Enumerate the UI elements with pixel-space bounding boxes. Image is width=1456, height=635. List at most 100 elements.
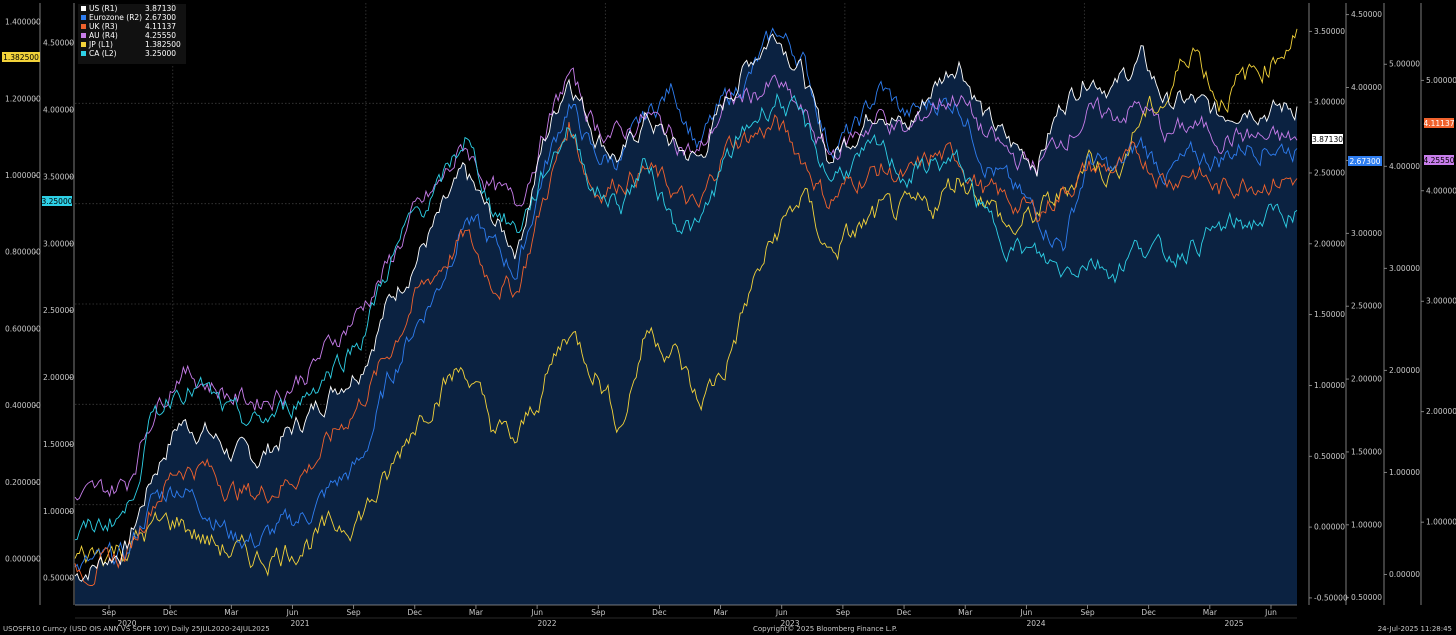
value-tag-label: 4.25550 — [1423, 156, 1454, 165]
axis-tick-label-r2: 3.50000 — [1314, 27, 1345, 36]
axis-tick-label-l2: 0.50000 — [43, 574, 74, 583]
axis-tick-label-r4: 1.00000 — [1389, 468, 1420, 477]
x-tick-label: Sep — [102, 608, 116, 617]
value-tag-label: 3.25000 — [41, 197, 72, 206]
x-year-label: 2025 — [1224, 619, 1243, 628]
axis-tick-label-r4: 5.00000 — [1389, 60, 1420, 69]
legend-swatch — [81, 42, 86, 47]
axis-tick-label-l1: 1.000000 — [5, 171, 41, 180]
axis-tick-label-r4: 3.00000 — [1389, 264, 1420, 273]
axis-tick-label-l1: 0.800000 — [5, 248, 41, 257]
axis-tick-label-l1: 1.200000 — [5, 94, 41, 103]
value-tag-box — [1424, 118, 1454, 128]
value-tag-box — [1348, 156, 1382, 166]
x-tick-label: Mar — [224, 608, 239, 617]
legend-value: 3.25000 — [145, 49, 176, 58]
value-tag-box — [42, 196, 72, 206]
x-tick-label: Mar — [958, 608, 973, 617]
x-tick-label: Sep — [347, 608, 361, 617]
x-tick-label: Jun — [286, 608, 299, 617]
footer-title: USOSFR10 Curncy (USD OIS ANN VS SOFR 10Y… — [3, 625, 270, 633]
axis-tick-label-r2: 2.00000 — [1314, 239, 1345, 248]
axis-tick-label-r2: 1.50000 — [1314, 310, 1345, 319]
x-tick-label: Dec — [163, 608, 178, 617]
axis-tick-label-r2: 1.00000 — [1314, 381, 1345, 390]
x-tick-label: Jun — [1264, 608, 1277, 617]
axis-tick-label-r4: 4.00000 — [1389, 162, 1420, 171]
axis-tick-label-r2: 0.50000 — [1314, 452, 1345, 461]
axis-tick-label-r3: 2.00000 — [1426, 407, 1456, 416]
x-tick-label: Dec — [652, 608, 667, 617]
legend-swatch — [81, 15, 86, 20]
area-us — [75, 34, 1297, 606]
value-tags: 1.382500 3.25000 3.87130 2.67300 4.11137 4.25… — [2, 52, 1455, 206]
x-year-label: 2024 — [1026, 619, 1045, 628]
legend-swatch — [81, 24, 86, 29]
value-tag-us: 3.87130 — [1312, 134, 1343, 144]
value-tag-box — [1312, 134, 1343, 144]
value-tag-label: 3.87130 — [1312, 135, 1343, 144]
axis-tick-label-r1: 0.50000 — [1351, 593, 1382, 602]
axis-tick-label-l2: 3.00000 — [43, 239, 74, 248]
footer-copyright: Copyright© 2025 Bloomberg Finance L.P. — [753, 625, 897, 633]
axis-tick-label-r3: 5.00000 — [1426, 76, 1456, 85]
line-au — [74, 67, 1298, 501]
x-tick-label: Dec — [1141, 608, 1156, 617]
axis-tick-label-l2: 2.00000 — [43, 373, 74, 382]
legend-name: UK (R3) — [89, 22, 118, 31]
axis-tick-label-r2: 3.00000 — [1314, 98, 1345, 107]
area-fills — [75, 34, 1297, 606]
legend-swatch — [81, 33, 86, 38]
x-year-label: 2022 — [537, 619, 556, 628]
axis-tick-label-r2: 2.50000 — [1314, 168, 1345, 177]
line-eurozone — [74, 27, 1298, 573]
x-year-label: 2020 — [117, 619, 136, 628]
legend-swatch — [81, 6, 86, 11]
axis-tick-label-r2: 0.00000 — [1314, 523, 1345, 532]
axis-tick-label-l2: 3.50000 — [43, 172, 74, 181]
legend-value: 2.67300 — [145, 13, 176, 22]
value-tag-uk: 4.11137 — [1423, 118, 1455, 128]
axis-tick-label-r1: 2.00000 — [1351, 375, 1382, 384]
legend-name: AU (R4) — [89, 31, 118, 40]
x-tick-label: Jun — [530, 608, 543, 617]
value-tag-box — [1424, 155, 1454, 165]
x-tick-label: Mar — [1203, 608, 1218, 617]
x-tick-label: Sep — [1080, 608, 1094, 617]
x-tick-label: Sep — [591, 608, 605, 617]
legend-name: JP (L1) — [88, 40, 113, 49]
series-lines — [74, 27, 1298, 586]
axis-tick-label-r4: 2.00000 — [1389, 366, 1420, 375]
axis-tick-label-l2: 1.00000 — [43, 507, 74, 516]
axis-tick-label-r4: 0.00000 — [1389, 570, 1420, 579]
x-tick-label: Jun — [1020, 608, 1033, 617]
x-tick-label: Jun — [775, 608, 788, 617]
x-year-label: 2023 — [780, 619, 799, 628]
axis-tick-label-l1: 1.400000 — [5, 18, 41, 27]
axis-tick-label-l1: 0.400000 — [5, 401, 41, 410]
axis-tick-label-r1: 3.00000 — [1351, 229, 1382, 238]
legend-swatch — [81, 51, 86, 56]
value-tag-ca: 3.25000 — [41, 196, 73, 206]
value-tag-eurozone: 2.67300 — [1348, 156, 1382, 166]
footer: USOSFR10 Curncy (USD OIS ANN VS SOFR 10Y… — [3, 625, 1452, 633]
x-tick-label: Mar — [469, 608, 484, 617]
axis-tick-label-r1: 4.50000 — [1351, 10, 1382, 19]
x-tick-label: Sep — [836, 608, 850, 617]
x-tick-label: Dec — [897, 608, 912, 617]
legend-name: US (R1) — [89, 4, 118, 13]
value-tag-label: 1.382500 — [3, 53, 39, 62]
axis-tick-label-r1: 2.50000 — [1351, 302, 1382, 311]
legend-name: CA (L2) — [89, 49, 117, 58]
value-tag-label: 2.67300 — [1349, 157, 1380, 166]
axis-tick-label-l2: 4.00000 — [43, 106, 74, 115]
axis-tick-label-l2: 1.50000 — [43, 440, 74, 449]
x-tick-label: Dec — [408, 608, 423, 617]
axis-tick-label-r1: 4.00000 — [1351, 83, 1382, 92]
line-uk — [74, 114, 1298, 586]
legend-value: 4.11137 — [145, 22, 176, 31]
axis-tick-label-l1: 0.600000 — [5, 324, 41, 333]
axis-tick-label-r1: 1.00000 — [1351, 520, 1382, 529]
line-us — [74, 33, 1298, 582]
